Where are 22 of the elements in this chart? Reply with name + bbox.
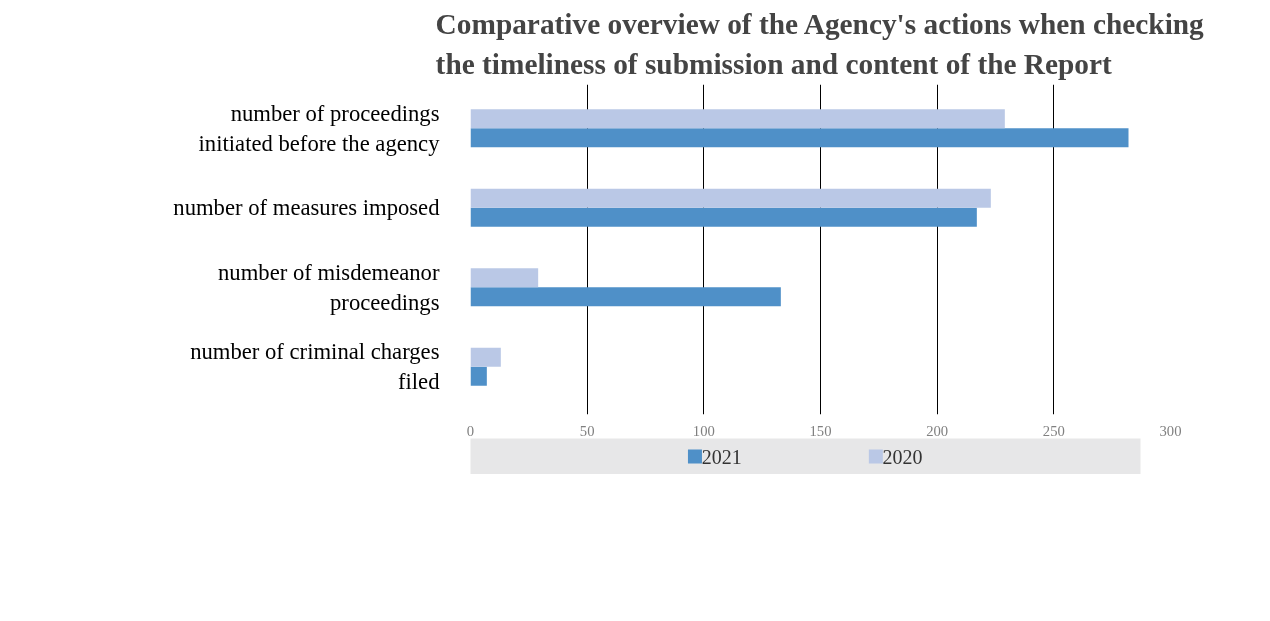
bar [470, 109, 1005, 129]
y-tick-label: number of measures imposed [173, 195, 441, 221]
x-tick-label: 50 [579, 422, 595, 439]
bar [470, 268, 539, 288]
x-tick-label: 0 [466, 422, 475, 439]
bar [470, 188, 991, 208]
legend-label: 2020 [882, 445, 923, 468]
x-tick-label: 100 [692, 422, 715, 439]
y-tick-label: number of proceedings initiated before the agency [198, 100, 441, 156]
bar [470, 207, 977, 227]
x-tick-label: 250 [1042, 422, 1065, 439]
y-tick-label: number of misdemeanor proceedings [218, 259, 440, 315]
x-tick-label: 300 [1159, 422, 1182, 439]
chart-title: Comparative overview of the Agency's actions when checking the timeliness of submission and content of the Report [435, 7, 1205, 80]
y-tick-label: number of criminal charges filed [190, 339, 441, 395]
bar [470, 366, 487, 386]
bar [470, 128, 1129, 148]
bar [470, 347, 501, 367]
bar [470, 287, 781, 307]
legend-label: 2021 [701, 445, 742, 468]
x-tick-label: 200 [926, 422, 949, 439]
x-tick-label: 150 [809, 422, 832, 439]
